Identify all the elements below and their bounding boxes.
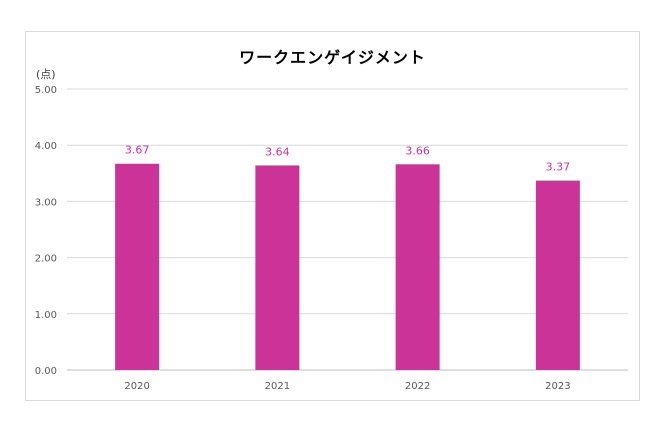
y-tick-label: 5.00 bbox=[35, 85, 57, 96]
bars bbox=[115, 163, 580, 370]
bar-2020 bbox=[115, 163, 160, 370]
chart-title: ワークエンゲイジメント bbox=[239, 48, 426, 67]
data-label-2021: 3.64 bbox=[265, 145, 290, 158]
y-tick-label: 0.00 bbox=[35, 366, 57, 377]
y-tick-label: 2.00 bbox=[35, 254, 57, 265]
y-tick-label: 1.00 bbox=[35, 310, 57, 321]
x-tick-label: 2022 bbox=[405, 381, 430, 392]
data-label-2023: 3.37 bbox=[546, 161, 571, 174]
bar-2023 bbox=[535, 180, 580, 370]
y-axis-unit-label: (点) bbox=[36, 68, 56, 81]
y-axis-ticks: 0.00 1.00 2.00 3.00 4.00 5.00 bbox=[35, 85, 57, 377]
y-tick-label: 4.00 bbox=[35, 141, 57, 152]
data-labels: 3.67 3.64 3.66 3.37 bbox=[125, 144, 570, 174]
bar-2021 bbox=[255, 165, 300, 370]
y-tick-label: 3.00 bbox=[35, 197, 57, 208]
gridlines bbox=[67, 88, 628, 371]
data-label-2022: 3.66 bbox=[405, 144, 430, 157]
bar-2022 bbox=[395, 164, 440, 370]
x-tick-label: 2023 bbox=[545, 381, 570, 392]
x-axis-ticks: 2020 2021 2022 2023 bbox=[124, 381, 570, 392]
data-label-2020: 3.67 bbox=[125, 144, 150, 157]
x-tick-label: 2020 bbox=[124, 381, 149, 392]
x-tick-label: 2021 bbox=[265, 381, 290, 392]
